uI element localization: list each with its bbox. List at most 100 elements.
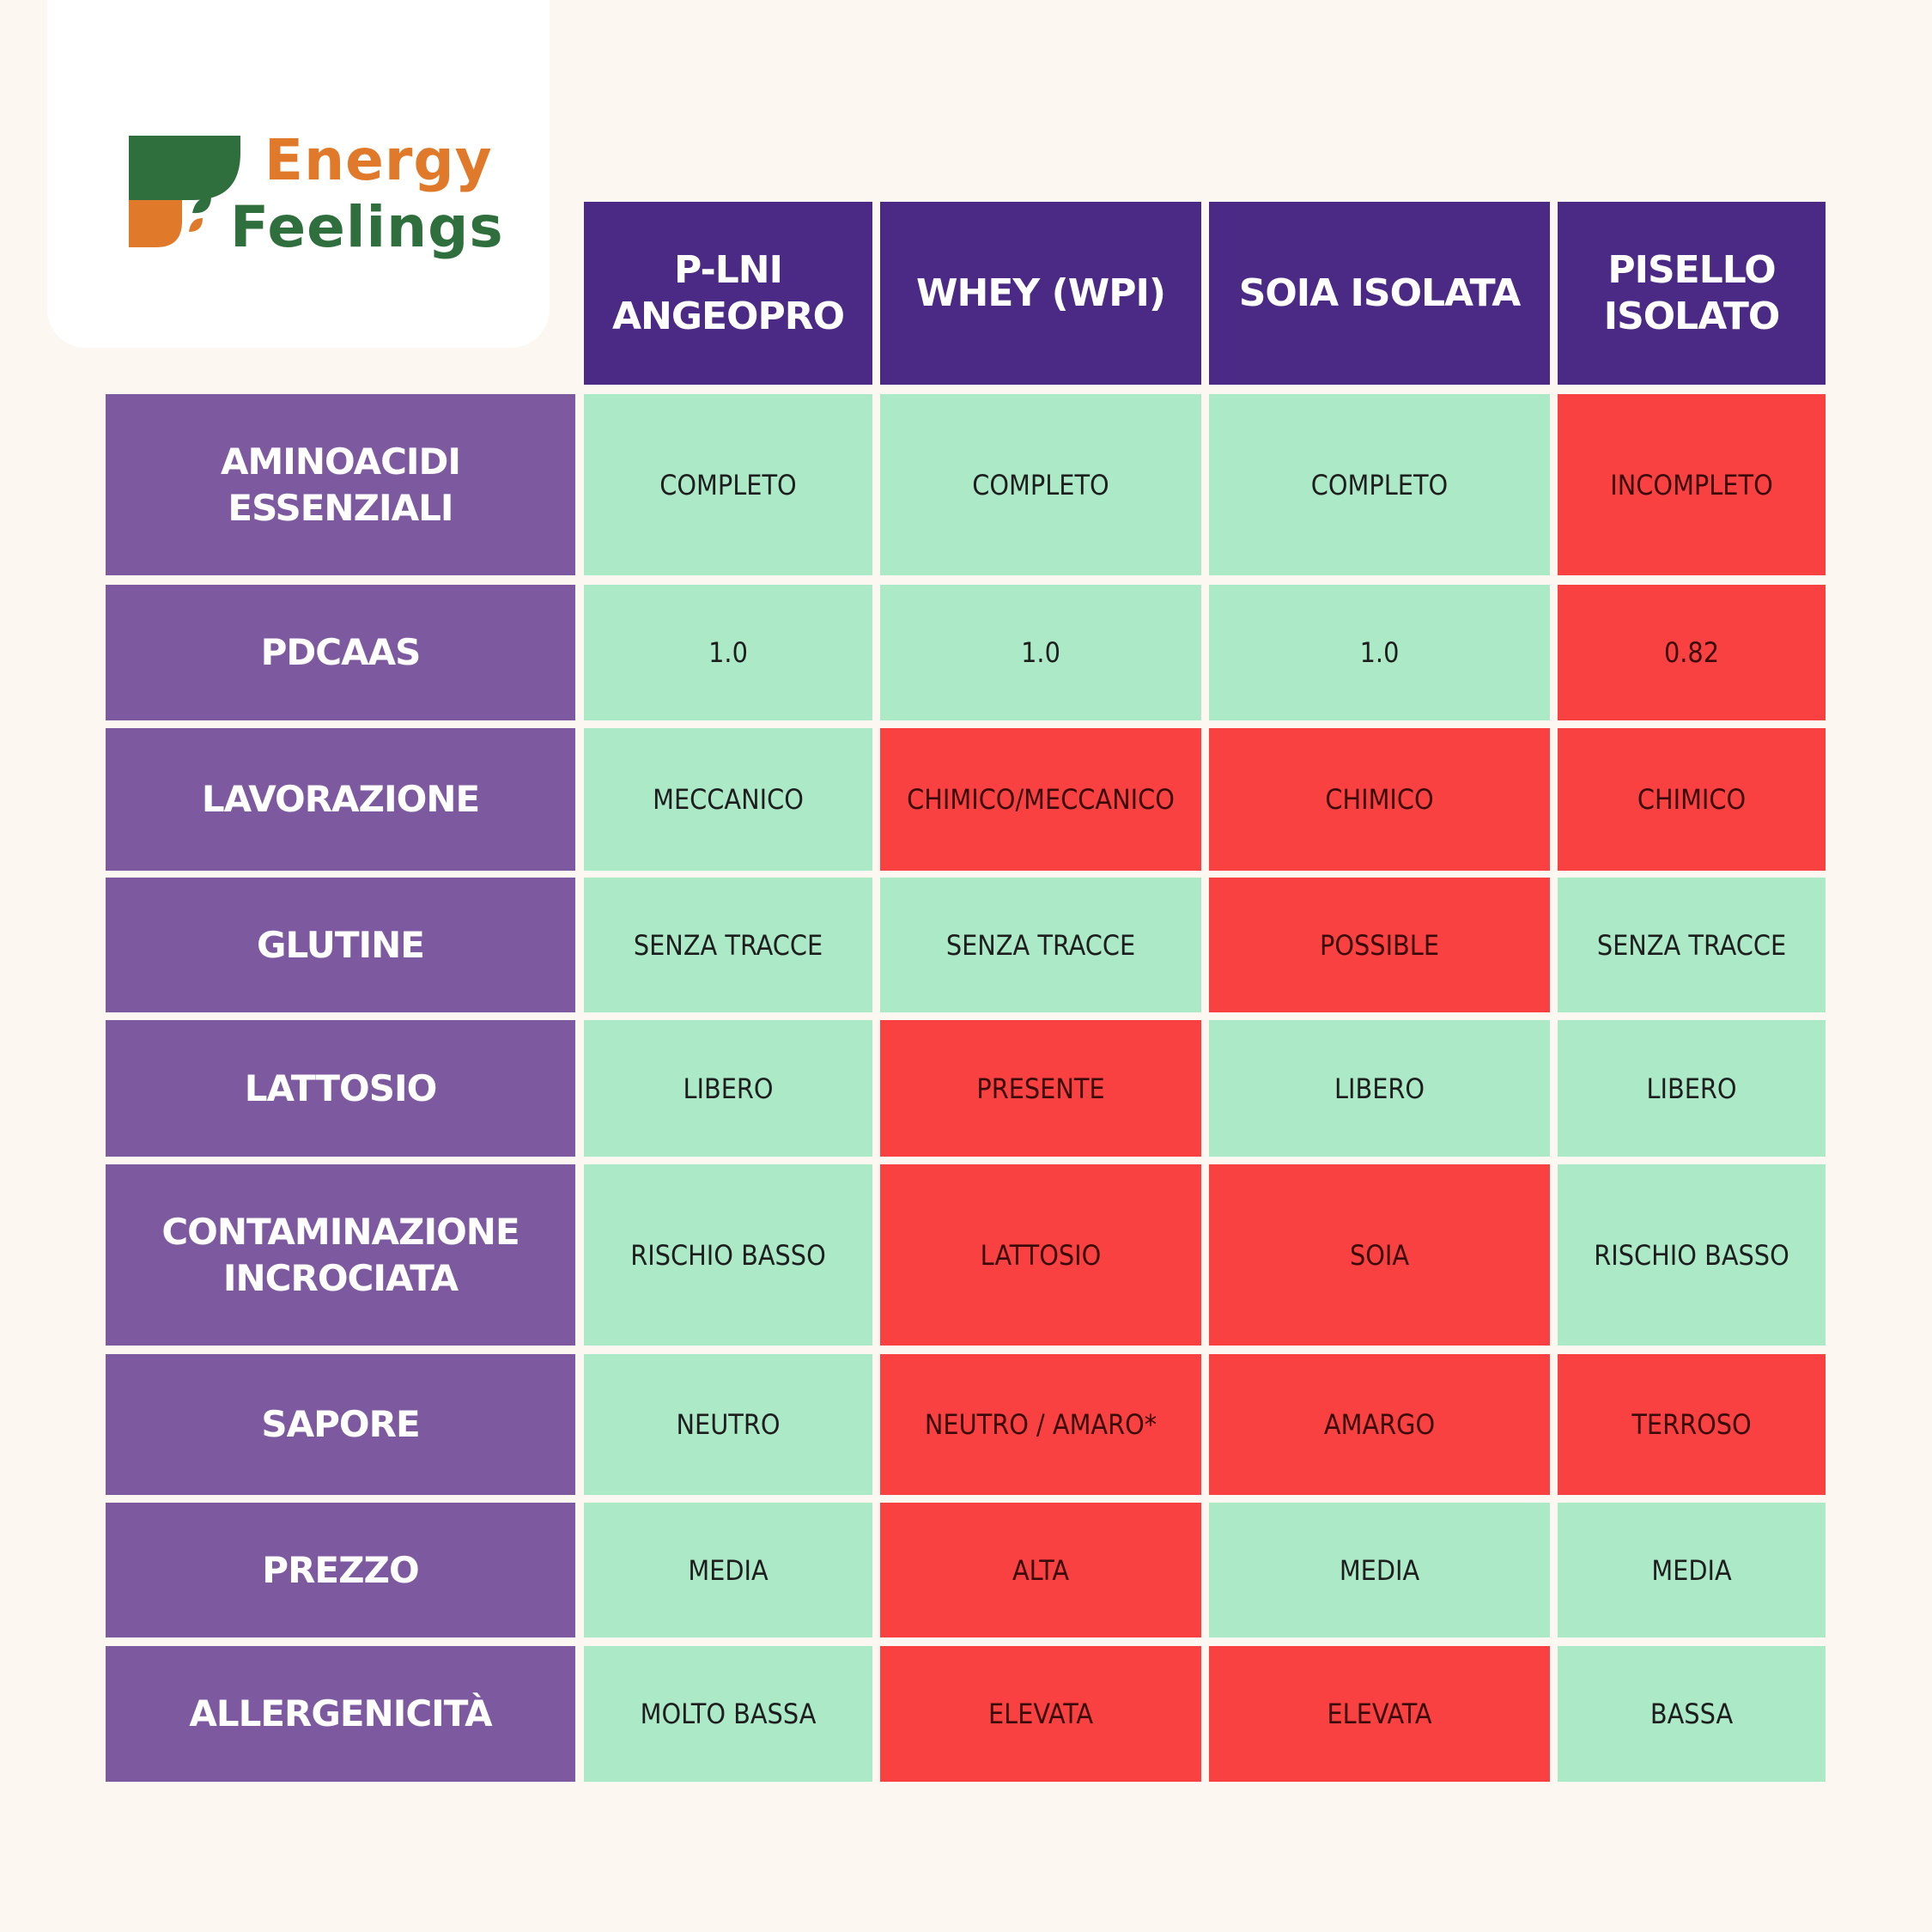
table-cell: POSSIBLE: [1209, 878, 1550, 1012]
table-cell-label: PRESENTE: [976, 1072, 1105, 1105]
table-cell: ALTA: [880, 1503, 1201, 1637]
table-cell: PRESENTE: [880, 1020, 1201, 1157]
row-header: AMINOACIDI ESSENZIALI: [106, 394, 575, 575]
table-cell-label: BASSA: [1649, 1698, 1734, 1730]
table-cell-label: COMPLETO: [1310, 468, 1449, 501]
table-cell: RISCHIO BASSO: [1558, 1164, 1826, 1346]
table-cell-label: SENZA TRACCE: [633, 928, 823, 962]
table-cell-label: TERROSO: [1631, 1408, 1752, 1441]
table-cell-label: 0.82: [1663, 636, 1720, 669]
table-cell: 1.0: [1209, 585, 1550, 720]
table-cell-label: NEUTRO: [676, 1408, 781, 1441]
table-cell-label: MEDIA: [688, 1553, 769, 1587]
table-cell-label: AMARGO: [1323, 1408, 1436, 1441]
row-header-label: CONTAMINAZIONE INCROCIATA: [161, 1210, 519, 1299]
row-header-label: LAVORAZIONE: [201, 778, 480, 820]
table-cell-label: SOIA: [1349, 1238, 1410, 1272]
column-header-label: WHEY (WPI): [916, 270, 1166, 315]
row-header: GLUTINE: [106, 878, 575, 1012]
table-cell-label: LATTOSIO: [980, 1238, 1102, 1272]
row-header: SAPORE: [106, 1354, 575, 1495]
table-cell-label: COMPLETO: [972, 468, 1109, 501]
table-cell-label: ELEVATA: [1327, 1698, 1432, 1730]
row-header-label: PDCAAS: [260, 631, 422, 673]
table-cell: LATTOSIO: [880, 1164, 1201, 1346]
table-cell-label: CHIMICO: [1325, 783, 1434, 816]
table-cell: BASSA: [1558, 1646, 1826, 1782]
table-cell-label: SENZA TRACCE: [945, 928, 1136, 962]
table-cell: COMPLETO: [1209, 394, 1550, 575]
row-header: LATTOSIO: [106, 1020, 575, 1157]
table-cell-label: 1.0: [708, 636, 748, 669]
table-cell-label: ALTA: [1012, 1553, 1070, 1587]
row-header-label: SAPORE: [261, 1403, 420, 1445]
table-cell: ELEVATA: [880, 1646, 1201, 1782]
table-cell: CHIMICO: [1209, 728, 1550, 871]
leaf-logo-icon: [129, 136, 240, 247]
table-cell-label: 1.0: [1359, 636, 1400, 669]
brand-line-1: Energy: [264, 127, 493, 193]
table-cell: 0.82: [1558, 585, 1826, 720]
column-header: SOIA ISOLATA: [1209, 202, 1550, 385]
table-cell-label: RISCHIO BASSO: [630, 1238, 826, 1272]
row-header: CONTAMINAZIONE INCROCIATA: [106, 1164, 575, 1346]
table-cell-label: LIBERO: [1646, 1072, 1737, 1105]
table-cell: INCOMPLETO: [1558, 394, 1826, 575]
table-cell: TERROSO: [1558, 1354, 1826, 1495]
table-cell-label: 1.0: [1021, 636, 1060, 669]
table-cell: LIBERO: [1209, 1020, 1550, 1157]
table-cell: SENZA TRACCE: [880, 878, 1201, 1012]
row-header-label: LATTOSIO: [244, 1066, 438, 1109]
row-header: PDCAAS: [106, 585, 575, 720]
table-cell: MEDIA: [1558, 1503, 1826, 1637]
column-header: WHEY (WPI): [880, 202, 1201, 385]
table-cell-label: MOLTO BASSA: [640, 1698, 817, 1730]
table-cell: MEDIA: [584, 1503, 872, 1637]
row-header-label: PREZZO: [262, 1548, 419, 1591]
table-cell: 1.0: [584, 585, 872, 720]
table-cell: CHIMICO: [1558, 728, 1826, 871]
table-cell-label: MEDIA: [1651, 1553, 1732, 1587]
table-cell: NEUTRO / AMARO*: [880, 1354, 1201, 1495]
table-cell: COMPLETO: [880, 394, 1201, 575]
row-header: LAVORAZIONE: [106, 728, 575, 871]
table-cell: SOIA: [1209, 1164, 1550, 1346]
table-cell: RISCHIO BASSO: [584, 1164, 872, 1346]
table-cell-label: LIBERO: [683, 1072, 774, 1105]
table-cell-label: INCOMPLETO: [1610, 468, 1773, 501]
table-cell: NEUTRO: [584, 1354, 872, 1495]
table-cell: MOLTO BASSA: [584, 1646, 872, 1782]
table-cell-label: MECCANICO: [653, 783, 804, 816]
table-cell: LIBERO: [1558, 1020, 1826, 1157]
row-header-label: AMINOACIDI ESSENZIALI: [220, 440, 461, 529]
table-cell-label: SENZA TRACCE: [1596, 928, 1787, 962]
column-header: PISELLO ISOLATO: [1558, 202, 1826, 385]
table-cell: MECCANICO: [584, 728, 872, 871]
table-cell-label: POSSIBLE: [1319, 928, 1440, 962]
brand-line-2: Feelings: [230, 194, 504, 260]
row-header-label: GLUTINE: [257, 923, 425, 966]
table-cell-label: ELEVATA: [987, 1698, 1094, 1730]
brand-wordmark: Energy Feelings: [230, 127, 504, 261]
table-cell: COMPLETO: [584, 394, 872, 575]
column-header-label: PISELLO ISOLATO: [1603, 247, 1781, 338]
column-header: P-LNI ANGEOPRO: [584, 202, 872, 385]
table-cell: MEDIA: [1209, 1503, 1550, 1637]
table-cell: ELEVATA: [1209, 1646, 1550, 1782]
row-header: ALLERGENICITÀ: [106, 1646, 575, 1782]
table-cell-label: NEUTRO / AMARO*: [924, 1408, 1157, 1441]
table-cell: LIBERO: [584, 1020, 872, 1157]
table-cell: AMARGO: [1209, 1354, 1550, 1495]
table-cell-label: LIBERO: [1334, 1072, 1425, 1105]
row-header: PREZZO: [106, 1503, 575, 1637]
table-cell-label: CHIMICO/MECCANICO: [907, 783, 1175, 816]
table-cell: 1.0: [880, 585, 1201, 720]
table-cell-label: RISCHIO BASSO: [1594, 1238, 1789, 1272]
table-cell-label: MEDIA: [1339, 1553, 1420, 1587]
column-header-label: P-LNI ANGEOPRO: [612, 247, 845, 338]
table-cell: SENZA TRACCE: [584, 878, 872, 1012]
table-cell-label: CHIMICO: [1637, 783, 1747, 816]
table-cell-label: COMPLETO: [659, 468, 797, 501]
row-header-label: ALLERGENICITÀ: [189, 1692, 492, 1735]
column-header-label: SOIA ISOLATA: [1238, 270, 1522, 315]
